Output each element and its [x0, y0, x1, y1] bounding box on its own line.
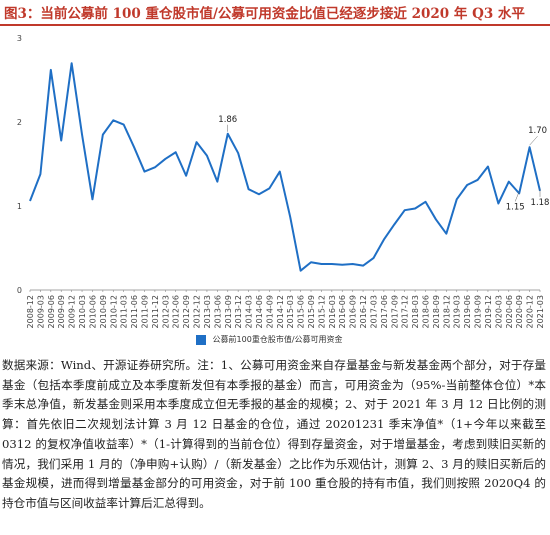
x-tick-label: 2011-03	[120, 295, 129, 328]
figure-title-bar: 图3：当前公募前 100 重仓股市值/公募可用资金比值已经逐步接近 2020 年…	[0, 0, 550, 26]
x-tick-label: 2010-09	[99, 295, 108, 328]
annotation-leader	[514, 191, 520, 202]
x-tick-label: 2009-03	[36, 295, 45, 328]
x-tick-label: 2016-12	[359, 295, 368, 328]
annotation-label: 1.15	[506, 202, 525, 212]
x-tick-label: 2008-12	[26, 295, 35, 328]
x-tick-label: 2012-03	[161, 295, 170, 328]
chart-plot	[29, 62, 541, 272]
x-tick-label: 2013-12	[234, 295, 243, 328]
x-tick-label: 2020-03	[494, 295, 503, 328]
x-tick-label: 2011-09	[140, 295, 149, 328]
x-tick-label: 2020-06	[505, 295, 514, 328]
x-tick-label: 2017-06	[380, 295, 389, 328]
y-tick-label: 0	[17, 286, 22, 295]
x-tick-label: 2015-09	[307, 295, 316, 328]
y-tick-label: 2	[17, 118, 22, 127]
x-tick-label: 2010-12	[109, 295, 118, 328]
x-tick-label: 2021-03	[536, 295, 545, 328]
legend-swatch	[196, 334, 206, 345]
source-note: 数据来源：Wind、开源证券研究所。注：1、公募可用资金来自存量基金与新发基金两…	[2, 356, 546, 514]
x-tick-label: 2019-09	[474, 295, 483, 328]
x-tick-label: 2017-09	[390, 295, 399, 328]
x-tick-label: 2018-12	[442, 295, 451, 328]
x-tick-label: 2019-03	[453, 295, 462, 328]
x-tick-label: 2018-09	[432, 295, 441, 328]
x-tick-label: 2014-03	[245, 295, 254, 328]
chart-axes	[29, 289, 541, 292]
x-tick-label: 2018-06	[422, 295, 431, 328]
x-tick-label: 2020-12	[526, 295, 535, 328]
x-tick-label: 2013-03	[203, 295, 212, 328]
y-tick-label: 1	[17, 202, 22, 211]
x-tick-label: 2016-06	[338, 295, 347, 328]
annotation-label: 1.18	[531, 198, 550, 208]
x-tick-label: 2018-03	[411, 295, 420, 328]
x-tick-label: 2015-06	[297, 295, 306, 328]
x-tick-label: 2014-12	[276, 295, 285, 328]
chart-legend: 公募前100重仓股市值/公募可用资金	[196, 334, 343, 348]
source-note-text: 数据来源：Wind、开源证券研究所。注：1、公募可用资金来自存量基金与新发基金两…	[2, 358, 546, 510]
annotation-label: 1.70	[528, 126, 547, 136]
x-tick-label: 2012-09	[182, 295, 191, 328]
x-tick-label: 2020-09	[515, 295, 524, 328]
x-tick-label: 2015-03	[286, 295, 295, 328]
x-tick-label: 2011-12	[151, 295, 160, 328]
x-tick-label: 2012-06	[172, 295, 181, 328]
x-tick-label: 2009-06	[47, 295, 56, 328]
x-tick-label: 2017-03	[369, 295, 378, 328]
data-annotations: 1.86 1.15 1.70 1.18	[218, 115, 549, 213]
x-tick-label: 2014-09	[265, 295, 274, 328]
x-tick-label: 2014-06	[255, 295, 264, 328]
x-tick-label: 2016-09	[349, 295, 358, 328]
x-tick-label: 2013-06	[213, 295, 222, 328]
x-tick-label: 2010-03	[78, 295, 87, 328]
x-tick-label: 2011-06	[130, 295, 139, 328]
series-line	[29, 62, 541, 272]
x-tick-label: 2019-06	[463, 295, 472, 328]
x-tick-label: 2009-12	[68, 295, 77, 328]
x-tick-labels: 2008-12 2009-03 2009-06 2009-09 2009-12 2010-…	[26, 295, 545, 328]
annotation-label: 1.86	[218, 115, 237, 125]
line-chart: 2008-12 2009-03 2009-06 2009-09 2009-12 2010-…	[17, 34, 550, 328]
x-tick-label: 2013-09	[224, 295, 233, 328]
legend-label: 公募前100重仓股市值/公募可用资金	[212, 335, 343, 344]
x-tick-label: 2012-12	[193, 295, 202, 328]
x-tick-label: 2010-06	[88, 295, 97, 328]
x-tick-label: 2019-12	[484, 295, 493, 328]
y-tick-labels: 0 1 2 3	[17, 34, 22, 295]
x-tick-label: 2009-09	[57, 295, 66, 328]
x-tick-label: 2016-03	[328, 295, 337, 328]
figure-title: 图3：当前公募前 100 重仓股市值/公募可用资金比值已经逐步接近 2020 年…	[4, 6, 525, 22]
x-tick-label: 2017-12	[401, 295, 410, 328]
x-tick-label: 2015-12	[317, 295, 326, 328]
annotation-leader	[529, 136, 538, 146]
y-tick-label: 3	[17, 34, 22, 43]
